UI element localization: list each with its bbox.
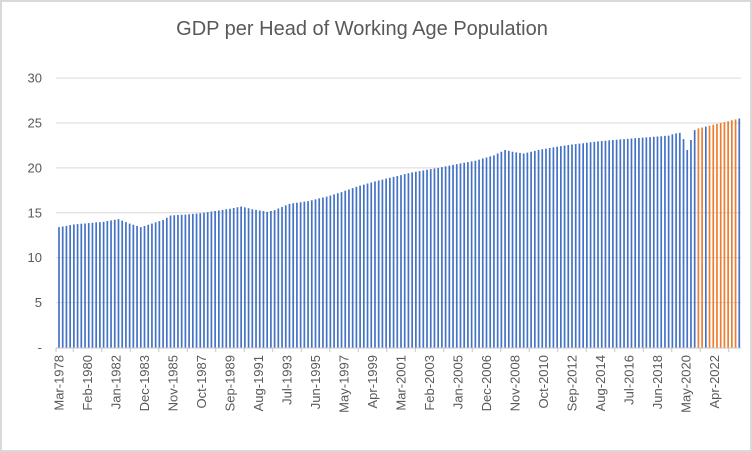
x-axis-label: Dec-1983 xyxy=(137,355,152,411)
x-axis-label: Nov-2008 xyxy=(508,355,523,411)
x-axis-label: Apr-1999 xyxy=(365,355,380,408)
x-axis-label: Nov-1985 xyxy=(166,355,181,411)
y-axis-label: 20 xyxy=(28,160,42,175)
x-axis-label: Jun-1995 xyxy=(308,355,323,409)
x-axis-label: Jul-2016 xyxy=(622,355,637,405)
x-axis-label: Mar-2001 xyxy=(394,355,409,411)
y-axis-label: 15 xyxy=(28,205,42,220)
x-axis-label: Jun-2018 xyxy=(650,355,665,409)
x-axis-label: Mar-1978 xyxy=(52,355,67,411)
x-axis-label: Feb-1980 xyxy=(80,355,95,411)
x-axis-label: Apr-2022 xyxy=(707,355,722,408)
x-axis-label: Jan-1982 xyxy=(109,355,124,409)
x-axis-label: Feb-2003 xyxy=(422,355,437,411)
x-axis-label: Oct-1987 xyxy=(194,355,209,408)
x-axis-label: Sep-2012 xyxy=(565,355,580,411)
y-axis-label: - xyxy=(38,340,42,355)
y-axis-label: 5 xyxy=(35,295,42,310)
x-axis-label: Dec-2006 xyxy=(479,355,494,411)
x-axis-label: Sep-1989 xyxy=(223,355,238,411)
x-axis-label: May-1997 xyxy=(337,355,352,413)
chart-title: GDP per Head of Working Age Population xyxy=(176,18,548,40)
x-axis-label: Jan-2005 xyxy=(451,355,466,409)
x-axis-label: Aug-1991 xyxy=(251,355,266,411)
y-axis-label: 30 xyxy=(28,71,42,86)
y-axis-label: 10 xyxy=(28,250,42,265)
x-axis-label: Oct-2010 xyxy=(536,355,551,408)
y-axis-label: 25 xyxy=(28,116,42,131)
x-axis-label: Jul-1993 xyxy=(280,355,295,405)
x-axis-label: May-2020 xyxy=(679,355,694,413)
x-axis-label: Aug-2014 xyxy=(593,355,608,411)
